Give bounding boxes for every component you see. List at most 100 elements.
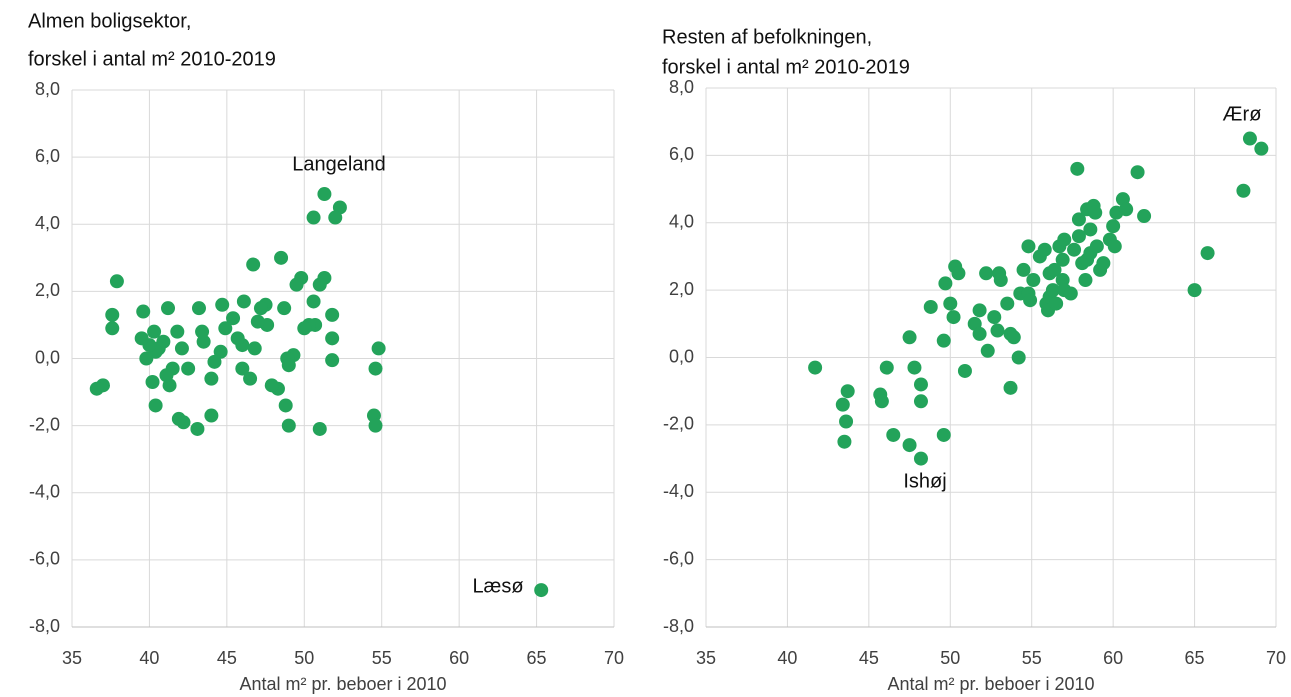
y-tick-label: -6,0 bbox=[663, 548, 694, 568]
y-tick-label: 8,0 bbox=[669, 77, 694, 97]
point bbox=[230, 331, 245, 346]
point bbox=[204, 408, 219, 423]
y-tick-label: -4,0 bbox=[29, 482, 60, 502]
point bbox=[1026, 273, 1041, 288]
point bbox=[840, 384, 855, 399]
point bbox=[835, 397, 850, 412]
point bbox=[1045, 283, 1060, 298]
x-tick-label: 65 bbox=[527, 648, 547, 668]
point bbox=[161, 301, 176, 316]
point bbox=[274, 250, 289, 265]
y-tick-label: 0,0 bbox=[669, 346, 694, 366]
chart-subtitle: forskel i antal m² 2010-2019 bbox=[28, 48, 276, 70]
point bbox=[306, 210, 321, 225]
point bbox=[1200, 246, 1215, 261]
chart-subtitle: forskel i antal m² 2010-2019 bbox=[662, 56, 910, 78]
x-tick-label: 55 bbox=[372, 648, 392, 668]
point bbox=[993, 273, 1008, 288]
point bbox=[907, 360, 922, 375]
y-tick-label: -2,0 bbox=[29, 414, 60, 434]
point bbox=[1055, 252, 1070, 267]
point bbox=[1130, 165, 1145, 180]
y-tick-label: 4,0 bbox=[35, 213, 60, 233]
point bbox=[1037, 242, 1052, 257]
x-tick-label: 55 bbox=[1022, 648, 1042, 668]
point bbox=[990, 323, 1005, 338]
point bbox=[1107, 239, 1122, 254]
point bbox=[923, 299, 938, 314]
point bbox=[147, 324, 162, 339]
point bbox=[148, 398, 163, 413]
point bbox=[134, 331, 149, 346]
point bbox=[1089, 239, 1104, 254]
point bbox=[317, 187, 332, 202]
point bbox=[1021, 239, 1036, 254]
point bbox=[1236, 183, 1251, 198]
point bbox=[243, 371, 258, 386]
point bbox=[325, 353, 340, 368]
point bbox=[297, 321, 312, 336]
point bbox=[1006, 330, 1021, 345]
point bbox=[902, 438, 917, 453]
point bbox=[368, 361, 383, 376]
point bbox=[181, 361, 196, 376]
y-tick-label: 4,0 bbox=[669, 212, 694, 232]
point bbox=[1254, 141, 1269, 156]
x-axis-label: Antal m² pr. beboer i 2010 bbox=[887, 674, 1094, 694]
point bbox=[913, 394, 928, 409]
point bbox=[839, 414, 854, 429]
x-tick-label: 35 bbox=[696, 648, 716, 668]
point bbox=[837, 434, 852, 449]
point bbox=[1023, 293, 1038, 308]
y-tick-label: 8,0 bbox=[35, 79, 60, 99]
point bbox=[1057, 232, 1072, 247]
point bbox=[1016, 262, 1031, 277]
x-tick-label: 70 bbox=[1266, 648, 1286, 668]
point bbox=[253, 301, 268, 316]
x-tick-label: 35 bbox=[62, 648, 82, 668]
point bbox=[264, 378, 279, 393]
point bbox=[951, 266, 966, 281]
point bbox=[191, 301, 206, 316]
y-tick-label: 0,0 bbox=[35, 347, 60, 367]
point bbox=[886, 427, 901, 442]
point bbox=[902, 330, 917, 345]
point bbox=[215, 297, 230, 312]
x-tick-label: 60 bbox=[1103, 648, 1123, 668]
point bbox=[1078, 273, 1093, 288]
point bbox=[371, 341, 386, 356]
point bbox=[972, 326, 987, 341]
point bbox=[957, 363, 972, 378]
point bbox=[289, 277, 304, 292]
point bbox=[105, 321, 120, 336]
point bbox=[325, 307, 340, 322]
point bbox=[235, 361, 250, 376]
point bbox=[980, 343, 995, 358]
point bbox=[312, 421, 327, 436]
x-tick-label: 50 bbox=[940, 648, 960, 668]
x-tick-label: 65 bbox=[1185, 648, 1205, 668]
y-tick-label: -2,0 bbox=[663, 414, 694, 434]
point bbox=[190, 421, 205, 436]
point bbox=[277, 301, 292, 316]
point bbox=[1070, 161, 1085, 176]
x-tick-label: 45 bbox=[217, 648, 237, 668]
point bbox=[1119, 202, 1134, 217]
x-tick-label: 40 bbox=[139, 648, 159, 668]
point bbox=[306, 294, 321, 309]
annotation: Langeland bbox=[292, 153, 385, 175]
annotation: Ishøj bbox=[903, 470, 946, 492]
point bbox=[145, 374, 160, 389]
point bbox=[938, 276, 953, 291]
x-tick-label: 40 bbox=[777, 648, 797, 668]
y-tick-label: 6,0 bbox=[35, 146, 60, 166]
point bbox=[195, 324, 210, 339]
point bbox=[936, 427, 951, 442]
point bbox=[170, 324, 185, 339]
point bbox=[1083, 222, 1098, 237]
point bbox=[250, 314, 265, 329]
point bbox=[879, 360, 894, 375]
point bbox=[1011, 350, 1026, 365]
point bbox=[204, 371, 219, 386]
